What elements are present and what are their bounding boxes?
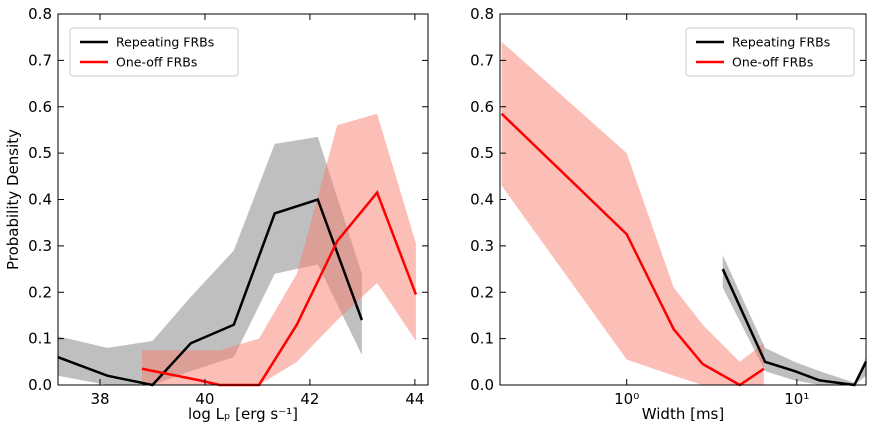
y-tick-label: 0.1 [470, 330, 494, 348]
y-tick-label: 0.8 [470, 5, 494, 23]
y-tick-label: 0.6 [470, 98, 494, 116]
legend-label: Repeating FRBs [732, 35, 830, 50]
y-tick-label: 0.5 [470, 144, 494, 162]
x-axis-label: Width [ms] [642, 405, 724, 423]
x-tick-label: 42 [300, 390, 319, 408]
y-tick-label: 0.5 [28, 144, 52, 162]
y-tick-label: 0.8 [28, 5, 52, 23]
legend: Repeating FRBs One-off FRBs [685, 27, 855, 77]
confidence-band [58, 136, 362, 385]
line [141, 190, 418, 387]
x-tick-label: 10¹ [784, 390, 809, 408]
legend-box [69, 27, 239, 77]
x-tick-label: 38 [90, 390, 109, 408]
y-tick-label: 0.3 [470, 237, 494, 255]
y-tick-label: 0.2 [470, 283, 494, 301]
y-tick-label: 0.0 [470, 376, 494, 394]
y-tick-label: 0.3 [28, 237, 52, 255]
x-axis-label: log Lₚ [erg s⁻¹] [188, 405, 298, 423]
y-tick-label: 0.4 [28, 191, 52, 209]
x-tick-label: 40 [195, 390, 214, 408]
line [721, 268, 868, 387]
legend-label: Repeating FRBs [116, 35, 214, 50]
confidence-band [501, 41, 764, 385]
line [57, 197, 364, 387]
y-tick-label: 0.7 [28, 51, 52, 69]
y-tick-label: 0.2 [28, 283, 52, 301]
legend-label: One-off FRBs [732, 55, 813, 70]
legend-label: One-off FRBs [116, 55, 197, 70]
legend: Repeating FRBs One-off FRBs [69, 27, 239, 77]
x-tick-label: 10⁰ [614, 390, 639, 408]
legend-box [685, 27, 855, 77]
y-tick-label: 0.4 [470, 191, 494, 209]
line [500, 112, 765, 387]
y-tick-label: 0.7 [470, 51, 494, 69]
y-tick-label: 0.0 [28, 376, 52, 394]
x-tick-label: 44 [405, 390, 424, 408]
y-tick-label: 0.1 [28, 330, 52, 348]
confidence-band [141, 113, 416, 386]
y-tick-label: 0.6 [28, 98, 52, 116]
y-axis-label: Probability Density [4, 129, 22, 270]
